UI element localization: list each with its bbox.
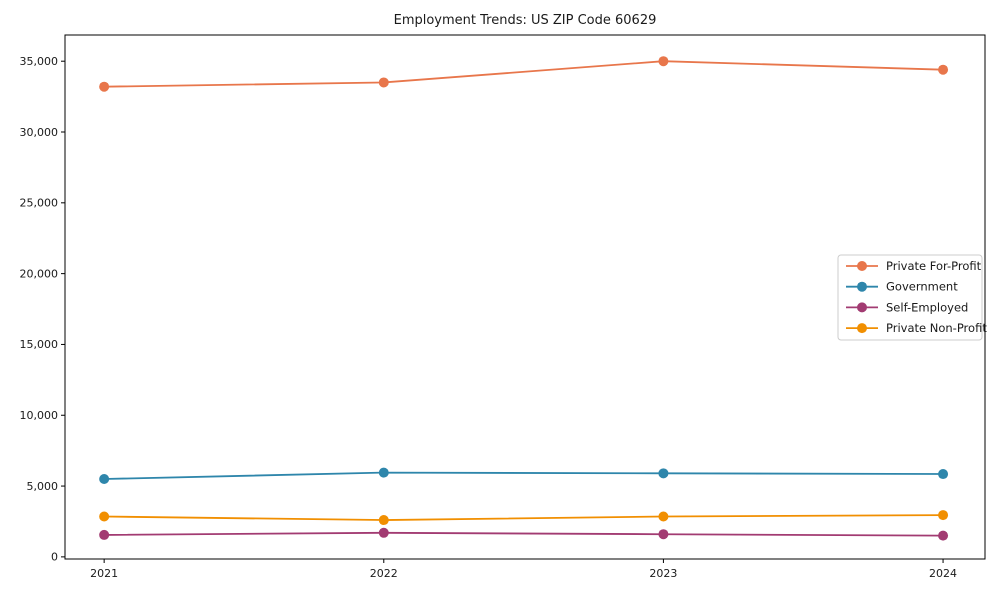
- legend-label: Self-Employed: [886, 300, 968, 314]
- legend-item: Government: [846, 280, 958, 294]
- legend-marker: [857, 261, 867, 271]
- legend-marker: [857, 281, 867, 292]
- data-point: [378, 467, 389, 478]
- y-tick-label: 10,000: [20, 409, 59, 422]
- y-tick-label: 5,000: [27, 480, 59, 493]
- data-point: [99, 529, 110, 540]
- data-point: [938, 530, 949, 541]
- series-line: [104, 514, 944, 521]
- y-tick-label: 30,000: [20, 126, 59, 139]
- y-tick-label: 25,000: [20, 197, 59, 210]
- plot-area: [99, 56, 949, 541]
- x-tick-label: 2021: [90, 567, 118, 580]
- series-line: [104, 60, 944, 88]
- data-point: [658, 56, 669, 67]
- y-tick-label: 35,000: [20, 55, 59, 68]
- legend-item: Private Non-Profit: [846, 321, 987, 335]
- legend-marker: [857, 323, 867, 334]
- legend-label: Private For-Profit: [886, 259, 982, 273]
- legend: Private For-Profit Government Self-Employe…: [837, 254, 987, 341]
- x-tick-label: 2022: [370, 567, 398, 580]
- data-point: [658, 468, 669, 479]
- series-line: [104, 471, 944, 480]
- data-point: [378, 515, 389, 526]
- data-point: [658, 529, 669, 540]
- y-tick-label: 0: [51, 551, 58, 564]
- x-tick-label: 2024: [929, 567, 957, 580]
- legend-box: [837, 254, 983, 341]
- series-line: [104, 531, 944, 537]
- data-point: [938, 64, 949, 75]
- chart-title: Employment Trends: US ZIP Code 60629: [394, 13, 657, 28]
- axes: 0 5,000 10,000 15,000 20,000 25,000 30,000 35,0…: [20, 34, 986, 580]
- data-point: [658, 511, 669, 522]
- data-point: [99, 511, 110, 522]
- data-point: [99, 81, 110, 92]
- data-point: [99, 473, 110, 484]
- x-tick-label: 2023: [649, 567, 677, 580]
- legend-label: Government: [886, 280, 958, 294]
- y-tick-label: 20,000: [20, 267, 59, 280]
- data-point: [378, 77, 389, 88]
- legend-marker: [857, 302, 867, 313]
- data-point: [938, 469, 949, 480]
- legend-label: Private Non-Profit: [886, 321, 987, 335]
- plot-frame: [64, 34, 986, 560]
- legend-item: Private For-Profit: [846, 259, 982, 273]
- y-tick-label: 15,000: [20, 338, 59, 351]
- data-point: [938, 510, 949, 521]
- legend-item: Self-Employed: [846, 300, 968, 314]
- data-point: [378, 527, 389, 538]
